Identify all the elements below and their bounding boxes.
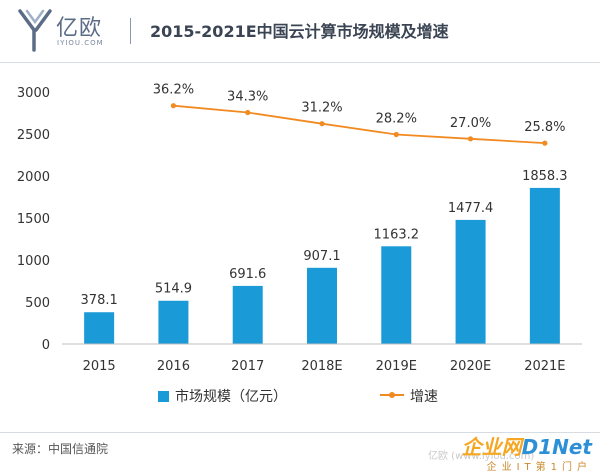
chart-title: 2015-2021E中国云计算市场规模及增速 — [150, 22, 449, 41]
footer-rule — [0, 432, 600, 433]
watermark-faint: 亿欧 (www.iyiou.com) — [428, 451, 535, 462]
x-tick-label: 2018E — [301, 359, 342, 374]
y-tick-label: 1500 — [17, 212, 50, 227]
x-tick-label: 2019E — [376, 359, 417, 374]
bar-value-label: 1477.4 — [448, 201, 494, 216]
growth-value-label: 36.2% — [153, 83, 194, 98]
growth-point — [319, 121, 325, 127]
growth-value-label: 25.8% — [524, 120, 565, 135]
legend-line-label: 增速 — [410, 389, 438, 405]
header: 亿欧 IYIOU.COM 2015-2021E中国云计算市场规模及增速 — [0, 0, 600, 60]
growth-point — [467, 136, 474, 142]
header-divider — [130, 18, 131, 44]
y-tick-label: 2000 — [17, 170, 50, 185]
growth-line — [173, 104, 545, 145]
bar — [232, 285, 263, 344]
x-tick-label: 2021E — [524, 359, 565, 374]
bar — [381, 246, 412, 344]
bar-value-label: 1163.2 — [374, 227, 420, 242]
brand-logo: 亿欧 IYIOU.COM — [18, 8, 128, 54]
growth-line-series: 36.2% 34.3% 31.2% 28.2% 27.0% 25.8% — [153, 83, 566, 146]
header-rule — [0, 62, 600, 63]
y-axis: 0 500 1000 1500 2000 2500 3000 — [17, 86, 50, 353]
watermark-main-a: 企业网 — [461, 435, 522, 459]
y-tick-label: 500 — [25, 296, 50, 311]
watermark-main-b: D1Net — [521, 435, 592, 459]
growth-value-label: 27.0% — [450, 116, 491, 131]
growth-value-label: 31.2% — [301, 101, 342, 116]
logo-text: 亿欧 — [56, 16, 103, 41]
watermark-logo: 企业网D1Net — [462, 431, 592, 460]
watermark: 企业网D1Net 企业IT第1门户 — [462, 431, 592, 473]
logo-y-icon — [18, 9, 52, 52]
bar — [158, 300, 189, 344]
bar-value-label: 1858.3 — [522, 169, 568, 184]
bar-value-label: 514.9 — [155, 282, 192, 297]
x-tick-label: 2017 — [231, 359, 264, 374]
legend-line: 增速 — [380, 386, 438, 406]
growth-point — [170, 103, 177, 109]
legend-line-swatch — [380, 390, 404, 400]
x-axis: 2015 2016 2017 2018E 2019E 2020E 2021E — [62, 343, 582, 374]
y-tick-label: 2500 — [17, 128, 50, 143]
growth-value-label: 34.3% — [227, 90, 268, 105]
y-tick-label: 3000 — [17, 86, 50, 101]
bar-value-label: 907.1 — [303, 249, 340, 264]
source-note: 来源：中国信通院 — [12, 442, 109, 456]
legend-bar-label: 市场规模（亿元） — [175, 389, 287, 405]
bar-series — [84, 187, 560, 344]
legend-bar: 市场规模（亿元） — [158, 386, 287, 406]
bar — [307, 267, 337, 344]
logo-subtext: IYIOU.COM — [57, 39, 104, 47]
chart-area: 0 500 1000 1500 2000 2500 3000 378.1 514.9 691.6… — [17, 83, 582, 374]
x-tick-label: 2016 — [157, 359, 190, 374]
watermark-sub: 企业IT第1门户 — [486, 462, 592, 473]
y-tick-label: 0 — [42, 338, 50, 353]
growth-point — [542, 140, 548, 146]
legend-bar-swatch — [158, 391, 169, 402]
growth-point — [245, 109, 251, 116]
bar-value-label: 378.1 — [81, 293, 118, 308]
bar-value-label: 691.6 — [229, 267, 266, 282]
growth-value-label: 28.2% — [376, 111, 417, 126]
growth-point — [393, 131, 399, 138]
x-tick-label: 2015 — [83, 359, 116, 374]
bar — [455, 219, 486, 344]
x-tick-label: 2020E — [450, 359, 491, 374]
bar — [529, 187, 560, 344]
y-tick-label: 1000 — [17, 254, 50, 269]
bar-value-labels: 378.1 514.9 691.6 907.1 1163.2 1477.4 1858.3 — [81, 169, 568, 308]
bar — [84, 312, 115, 344]
